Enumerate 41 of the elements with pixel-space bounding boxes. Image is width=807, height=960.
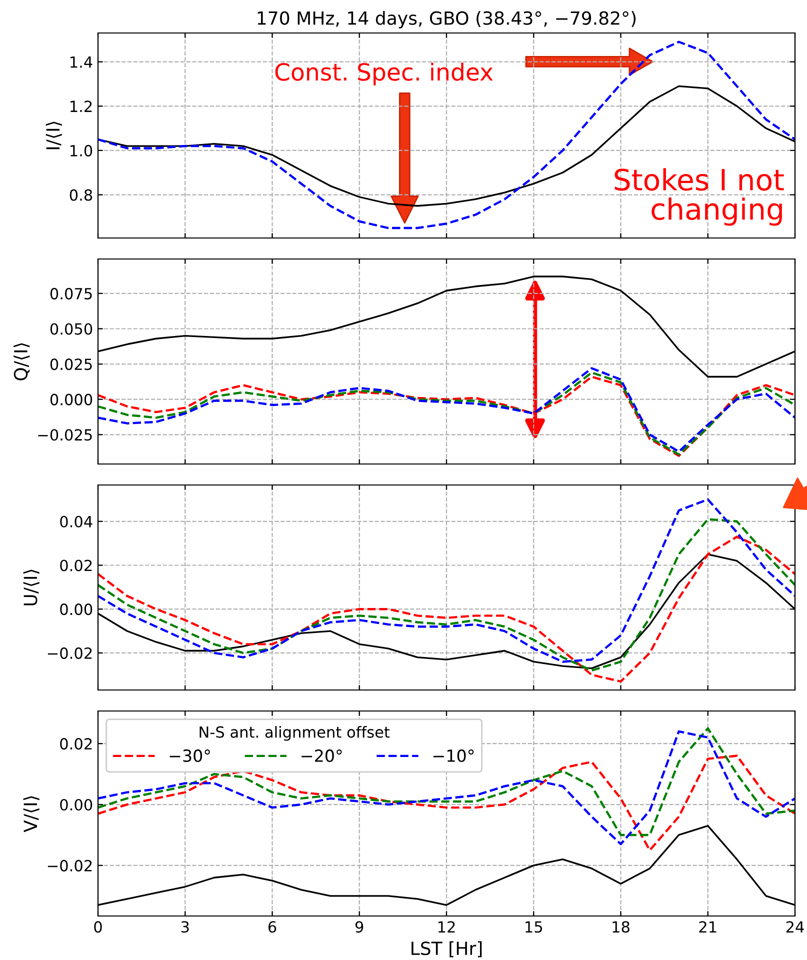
- x-tick-label: 24: [786, 921, 804, 932]
- y-tick-label: −0.02: [48, 647, 92, 659]
- legend-label: −10°: [433, 749, 474, 762]
- chart-title: 170 MHz, 14 days, GBO (38.43°, −79.82°): [258, 10, 636, 28]
- x-tick-label: 3: [181, 921, 189, 933]
- y-tick-label: 0.050: [50, 323, 92, 335]
- line-series: [98, 40, 795, 230]
- y-tick-label: 0.8: [70, 189, 92, 201]
- legend-title: N-S ant. alignment offset: [200, 726, 390, 741]
- y-axis-title: Q/⟨I⟩: [14, 343, 30, 380]
- x-tick-label: 18: [612, 921, 630, 933]
- x-tick-label: 0: [94, 921, 102, 933]
- y-tick-label: 0.00: [60, 604, 92, 616]
- y-tick-label: −0.02: [48, 860, 92, 872]
- x-tick-label: 9: [355, 921, 364, 933]
- annotation: Const. Spec. index: [275, 62, 493, 86]
- x-tick-label: 6: [268, 921, 276, 933]
- y-axis-title: U/⟨I⟩: [23, 570, 40, 606]
- y-tick-label: 0.025: [50, 358, 92, 370]
- y-tick-label: 0.00: [60, 798, 92, 811]
- legend-label: −30°: [170, 749, 210, 762]
- legend-label: −20°: [302, 749, 342, 762]
- line-series: [98, 498, 795, 663]
- y-tick-label: 1.0: [70, 144, 92, 156]
- y-tick-label: 0.02: [60, 560, 92, 572]
- y-axis-title: V/⟨I⟩: [23, 796, 40, 832]
- y-tick-label: 0.075: [50, 288, 92, 300]
- y-tick-label: 1.2: [70, 100, 92, 112]
- x-tick-label: 12: [438, 921, 455, 932]
- y-axis-title: I/⟨I⟩: [46, 122, 62, 150]
- y-tick-label: 0.02: [60, 738, 92, 750]
- y-tick-label: 0.04: [60, 516, 92, 528]
- x-tick-label: 21: [699, 921, 716, 932]
- x-axis-title: LST [Hr]: [412, 941, 482, 958]
- x-tick-label: 15: [526, 921, 542, 933]
- line-series: [98, 536, 795, 683]
- line-series: [98, 518, 795, 672]
- y-tick-label: −0.025: [38, 429, 92, 441]
- y-tick-label: 1.4: [70, 56, 92, 68]
- y-tick-label: 0.000: [50, 394, 92, 406]
- annotation: Stokes I not changing: [614, 168, 784, 226]
